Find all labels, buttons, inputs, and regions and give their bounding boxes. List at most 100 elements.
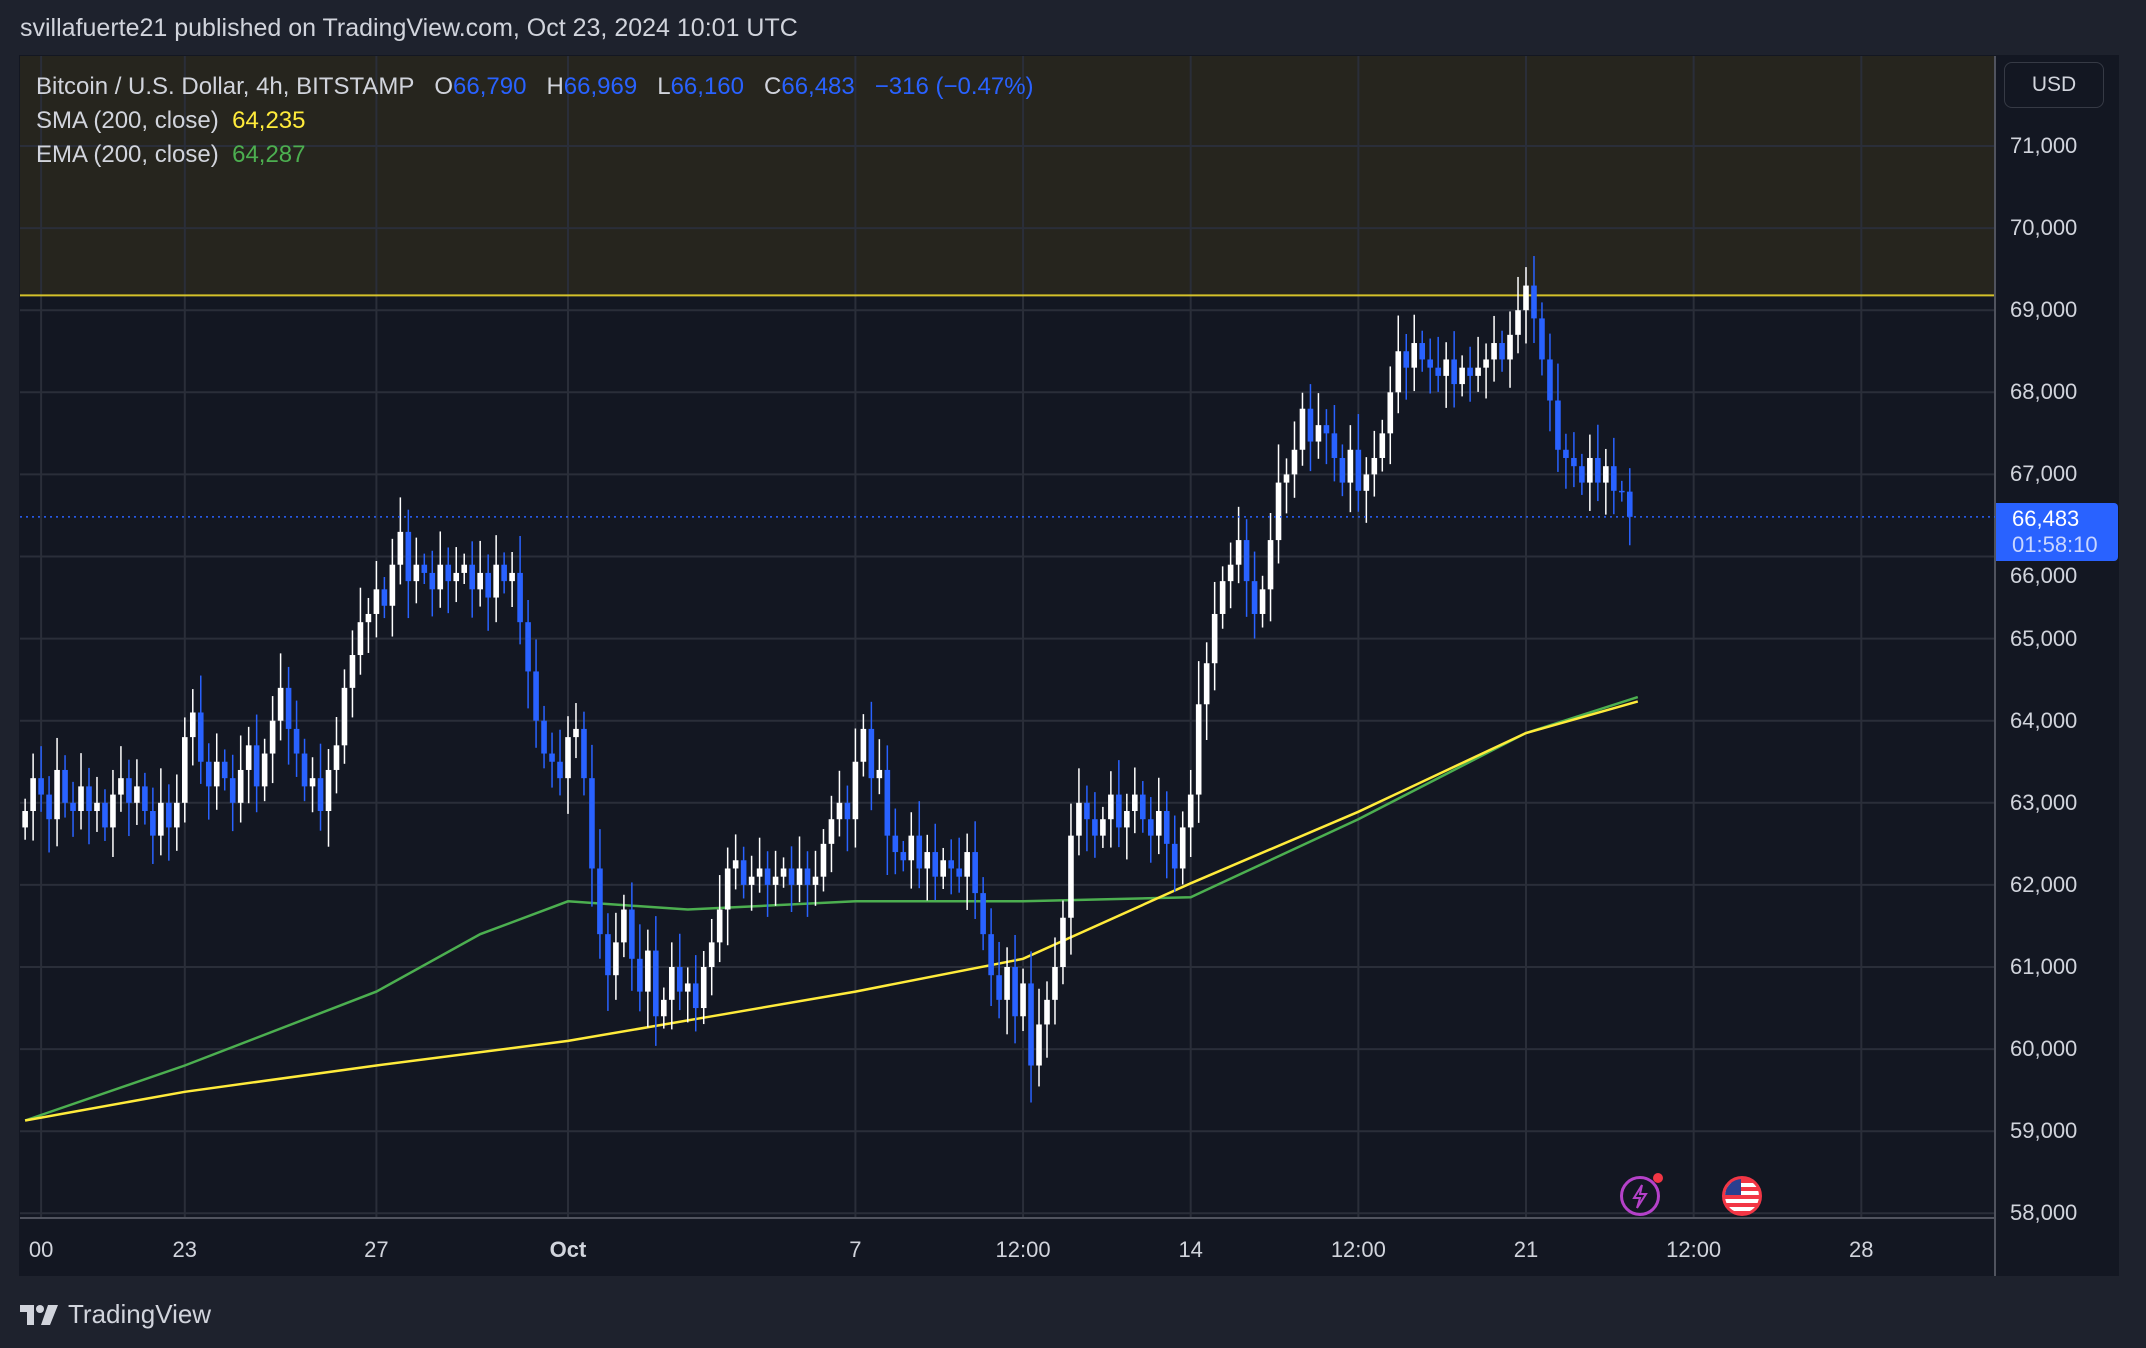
candle-up (1387, 392, 1394, 434)
candle-down (253, 745, 260, 787)
open-value: 66,790 (453, 73, 527, 100)
candle-down (1147, 819, 1154, 836)
candle-up (110, 794, 116, 828)
candle-up (1275, 482, 1282, 541)
sma-value: 64,235 (232, 107, 306, 134)
candle-down (1171, 843, 1178, 869)
tradingview-logo[interactable]: TradingView (20, 1299, 211, 1330)
candle-down (229, 778, 236, 803)
candle-up (1100, 819, 1106, 836)
resistance-zone (20, 56, 1995, 296)
time-tick-label: 12:00 (1666, 1237, 1722, 1262)
candle-up (309, 778, 316, 787)
candle-up (118, 778, 124, 795)
candle-down (1116, 794, 1122, 828)
candle-down (46, 794, 52, 820)
candle-up (1523, 285, 1529, 311)
candle-down (1579, 466, 1585, 483)
candle-up (964, 852, 970, 877)
candle-up (828, 819, 835, 844)
candle-down (301, 753, 308, 787)
candle-up (189, 712, 196, 738)
candle-up (1443, 359, 1449, 376)
sma-legend-row[interactable]: SMA (200, close) 64,235 (36, 104, 1034, 138)
sma-label: SMA (200, close) (36, 107, 219, 134)
candle-down (126, 778, 132, 803)
candle-up (437, 564, 444, 590)
candle-down (197, 712, 204, 762)
candle-down (1243, 540, 1250, 582)
candle-down (629, 909, 635, 959)
candle-down (1539, 318, 1545, 360)
time-tick-label: 7 (849, 1237, 862, 1262)
candle-down (868, 728, 875, 779)
candle-up (661, 999, 667, 1017)
time-tick-label: 12:00 (1330, 1237, 1386, 1262)
candle-down (1339, 457, 1346, 483)
candle-down (1140, 794, 1146, 820)
lightning-icon[interactable] (1620, 1173, 1663, 1216)
candle-up (1459, 367, 1465, 385)
candle-down (900, 852, 907, 861)
time-tick-label: 23 (172, 1237, 198, 1262)
candle-up (732, 860, 739, 869)
currency-button[interactable]: USD (2004, 62, 2104, 108)
candle-up (389, 564, 396, 606)
chart-legend: Bitcoin / U.S. Dollar, 4h, BITSTAMP O66,… (36, 70, 1034, 172)
price-tick-label: 68,000 (2010, 379, 2078, 405)
price-tick-label: 70,000 (2010, 215, 2078, 241)
candle-down (916, 835, 923, 869)
candle-up (860, 728, 867, 762)
candle-down (1307, 408, 1314, 442)
candle-down (1427, 359, 1433, 368)
tradingview-logo-icon (20, 1304, 58, 1325)
candle-up (341, 687, 348, 746)
candle-up (1267, 540, 1274, 590)
candle-down (150, 811, 156, 836)
last-price-value: 66,483 (2012, 506, 2080, 531)
candle-down (1595, 457, 1601, 483)
candle-down (445, 564, 452, 582)
candle-down (653, 950, 659, 1017)
bar-countdown: 01:58:10 (2012, 532, 2098, 557)
time-tick-label: 21 (1513, 1237, 1539, 1262)
candle-down (405, 531, 412, 582)
candle-up (261, 753, 268, 787)
candle-down (293, 728, 300, 754)
candle-down (1555, 400, 1561, 450)
candle-up (1379, 433, 1386, 458)
candle-up (1491, 343, 1497, 360)
candle-down (605, 934, 611, 976)
candle-up (461, 564, 468, 573)
candle-up (1155, 811, 1162, 836)
candle-up (924, 852, 931, 869)
candle-down (764, 868, 771, 885)
candle-up (1299, 408, 1306, 450)
candle-up (1291, 449, 1298, 475)
candle-up (820, 843, 827, 877)
candle-up (453, 572, 460, 582)
candle-up (1603, 466, 1609, 483)
candle-down (1012, 967, 1018, 1017)
us-flag-icon[interactable] (1722, 1176, 1762, 1216)
candle-up (1036, 1024, 1042, 1066)
candle-down (1626, 491, 1633, 517)
open-label: O (434, 73, 454, 100)
candle-up (1347, 449, 1354, 483)
candle-up (182, 737, 188, 803)
candle-up (748, 876, 755, 885)
symbol-legend-row[interactable]: Bitcoin / U.S. Dollar, 4h, BITSTAMP O66,… (36, 70, 1034, 104)
candle-down (317, 778, 324, 812)
ema-legend-row[interactable]: EMA (200, close) 64,287 (36, 138, 1034, 172)
close-label: C (764, 73, 782, 100)
time-tick-label: 28 (1849, 1237, 1874, 1262)
price-tick-label: 71,000 (2010, 133, 2078, 158)
candle-up (1195, 704, 1202, 795)
candle-down (381, 589, 388, 606)
time-tick-label: Oct (549, 1237, 587, 1262)
time-tick-label: 00 (28, 1237, 54, 1262)
candle-up (357, 622, 364, 656)
candle-down (102, 802, 108, 828)
candle-down (692, 983, 699, 1009)
